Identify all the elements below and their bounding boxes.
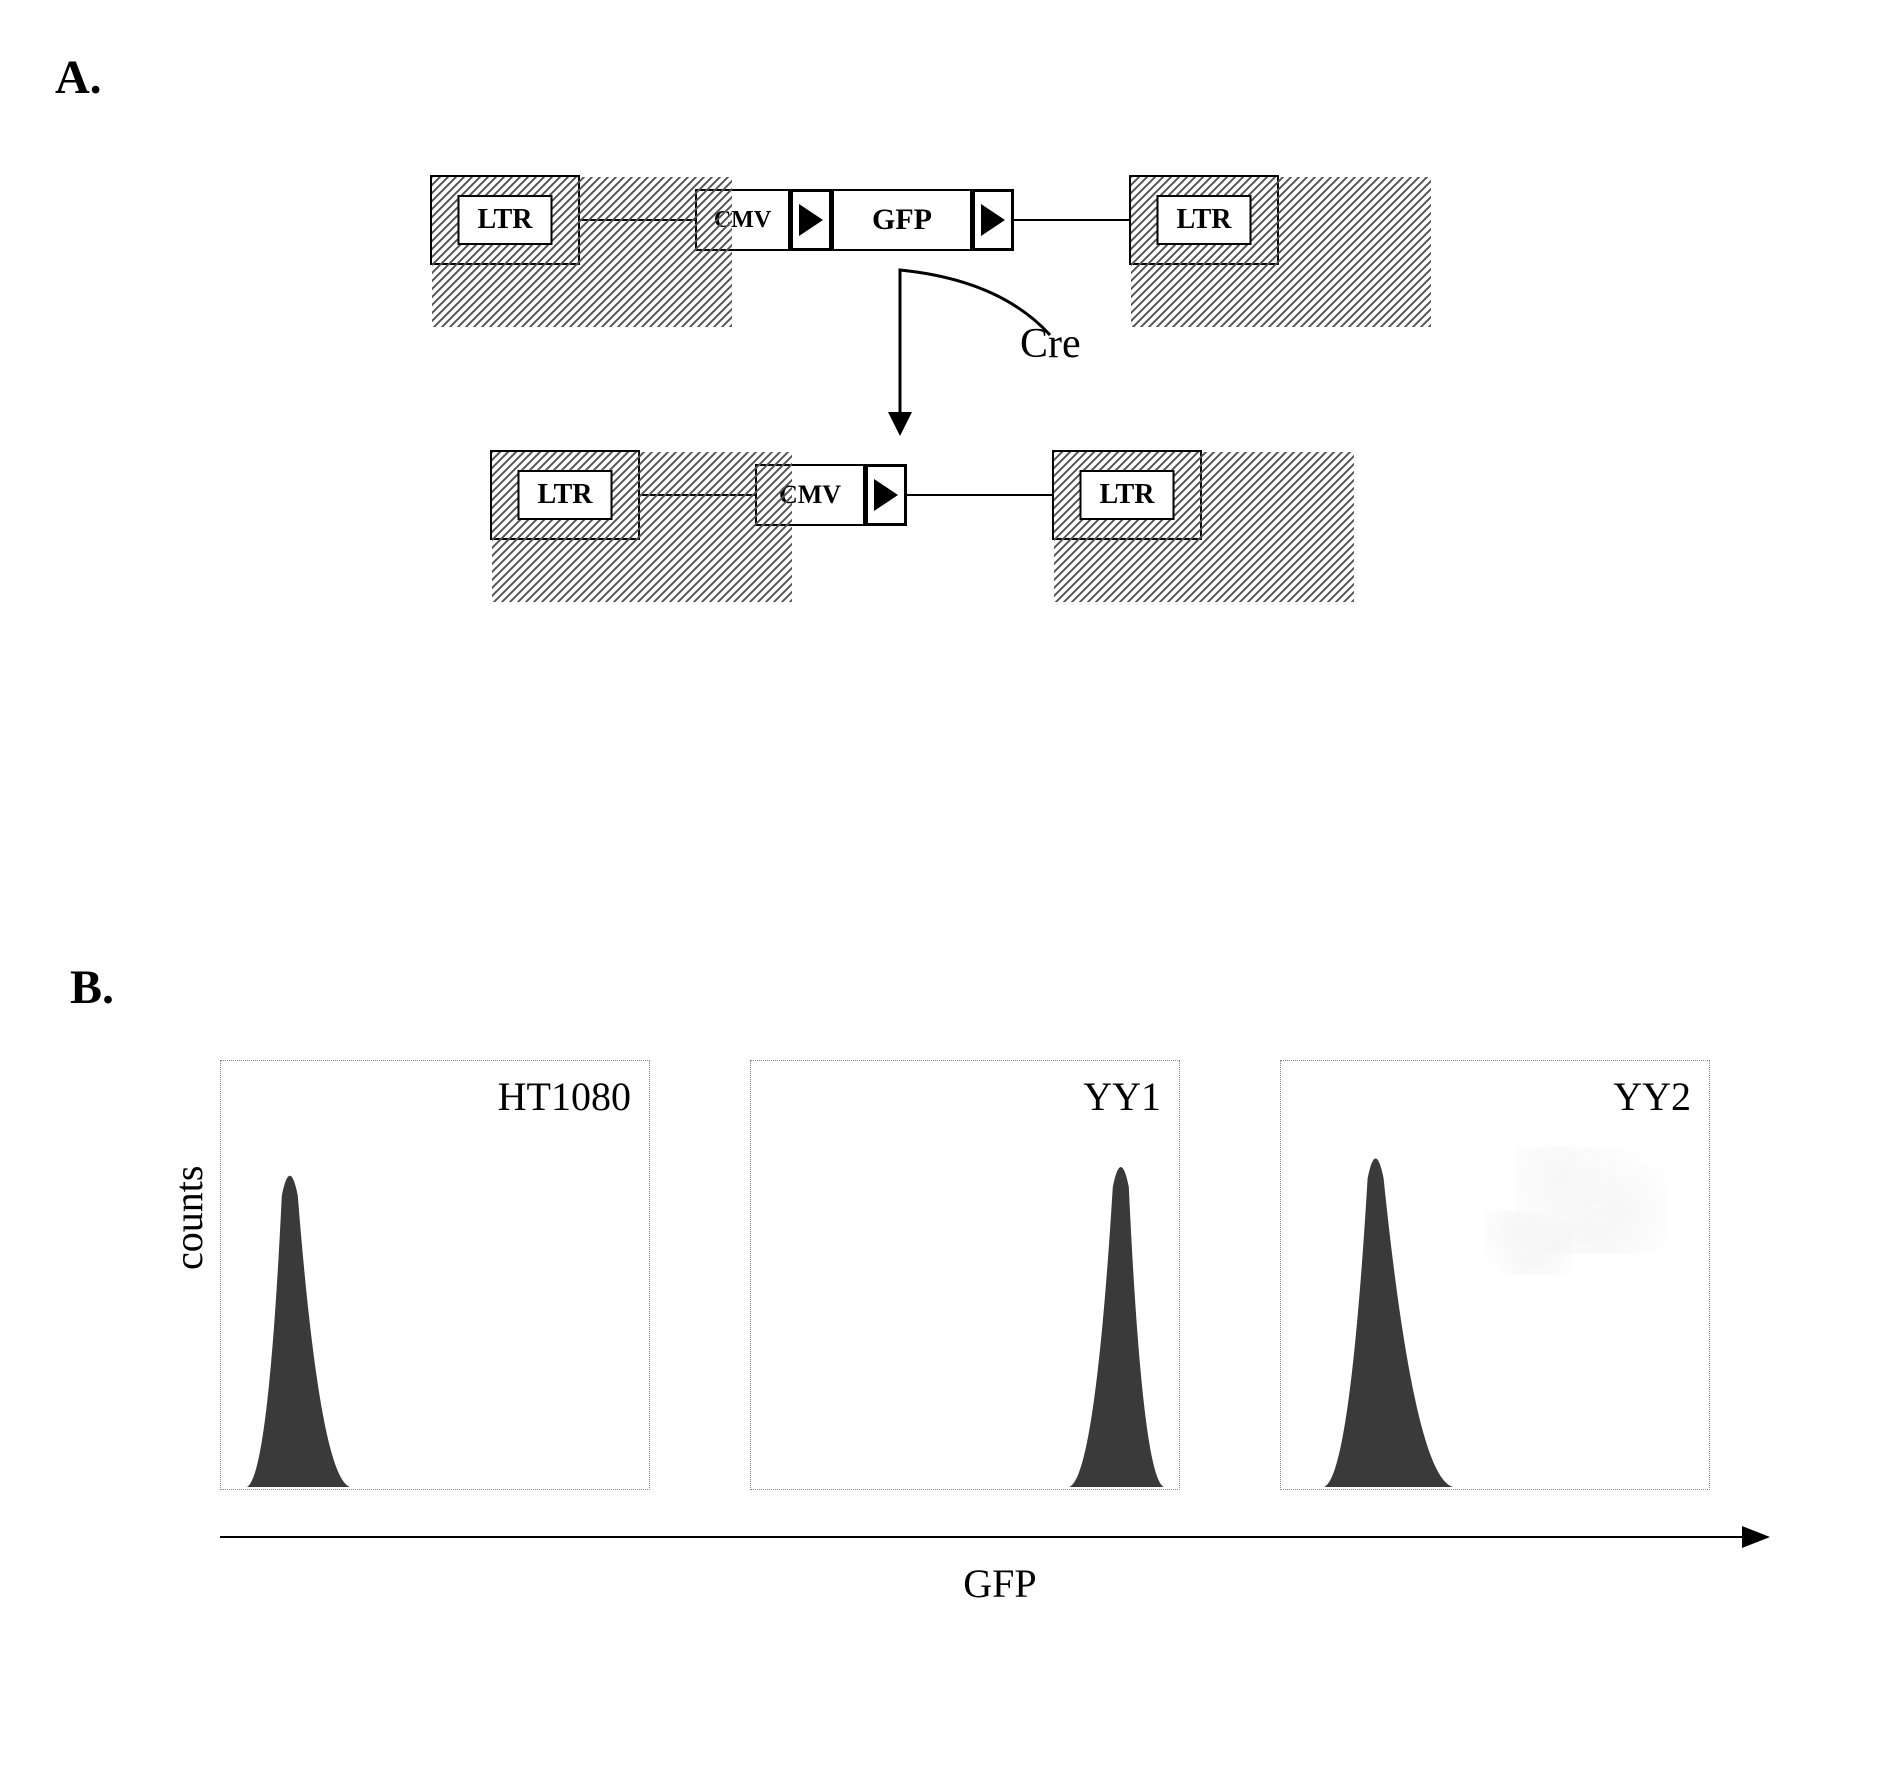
construct-after: LTR CMV LTR <box>490 450 1202 540</box>
ltr-box-left: LTR <box>430 175 580 265</box>
connector-line <box>1014 219 1129 221</box>
ltr-label: LTR <box>1157 195 1252 245</box>
ltr-box-right: LTR <box>1129 175 1279 265</box>
facs-plot: YY1 <box>750 1060 1180 1490</box>
connector-line <box>907 494 1052 496</box>
ltr-box-left: LTR <box>490 450 640 540</box>
gfp-box: GFP <box>832 189 972 251</box>
histogram-peak <box>221 1061 651 1491</box>
panel-a-label: A. <box>55 50 102 105</box>
ltr-label: LTR <box>518 470 613 520</box>
triangle-icon <box>981 204 1005 236</box>
x-axis-arrow <box>220 1518 1780 1558</box>
panel-b-label: B. <box>70 960 114 1015</box>
histogram-peak <box>1281 1061 1711 1491</box>
ltr-label: LTR <box>1080 470 1175 520</box>
facs-panel-area: HT1080YY1YY2 GFP <box>220 1060 1780 1607</box>
y-axis-label: counts <box>165 1166 212 1270</box>
arrowhead-icon <box>1742 1526 1770 1548</box>
facs-plot: HT1080 <box>220 1060 650 1490</box>
construct-before: LTR CMV GFP LTR <box>430 175 1279 265</box>
ltr-box-right: LTR <box>1052 450 1202 540</box>
x-axis-line <box>220 1536 1750 1538</box>
triangle-icon <box>874 479 898 511</box>
x-axis-label: GFP <box>220 1560 1780 1607</box>
cre-label: Cre <box>1020 320 1081 368</box>
histogram-peak <box>751 1061 1181 1491</box>
loxp-site-icon <box>790 189 832 251</box>
facs-plot: YY2 <box>1280 1060 1710 1490</box>
ltr-label: LTR <box>458 195 553 245</box>
loxp-site-icon <box>865 464 907 526</box>
triangle-icon <box>799 204 823 236</box>
facs-row: HT1080YY1YY2 <box>220 1060 1780 1490</box>
loxp-site-icon <box>972 189 1014 251</box>
